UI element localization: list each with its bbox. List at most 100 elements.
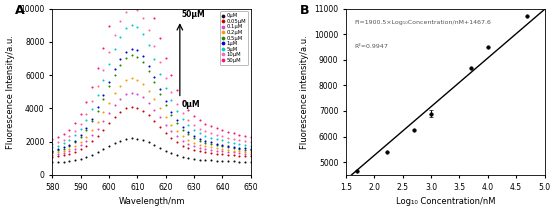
0.05μM — [111, 116, 118, 118]
0.2μM — [100, 111, 107, 114]
50μM — [54, 136, 61, 138]
1μM — [123, 50, 129, 53]
10μM — [196, 127, 203, 130]
0.2μM — [49, 152, 56, 155]
0.2μM — [89, 129, 95, 131]
0μM — [179, 156, 186, 158]
10μM — [162, 76, 169, 79]
0.2μM — [225, 149, 232, 151]
10μM — [219, 135, 225, 138]
0.1μM — [66, 150, 73, 152]
Legend: 0μM, 0.05μM, 0.1μM, 0.2μM, 0.5μM, 1μM, 5μM, 10μM, 50μM: 0μM, 0.05μM, 0.1μM, 0.2μM, 0.5μM, 1μM, 5… — [220, 11, 248, 65]
0.1μM — [208, 149, 214, 151]
10μM — [230, 138, 237, 140]
0.1μM — [145, 102, 152, 104]
0.05μM — [236, 154, 243, 157]
0.05μM — [174, 141, 180, 143]
0μM — [78, 157, 84, 160]
1μM — [83, 127, 90, 129]
Line: 5μM: 5μM — [51, 24, 252, 148]
0.5μM — [100, 98, 107, 100]
0.1μM — [83, 140, 90, 142]
50μM — [174, 88, 180, 91]
0μM — [225, 160, 232, 162]
1μM — [140, 55, 146, 57]
0.05μM — [78, 148, 84, 151]
50μM — [196, 119, 203, 122]
0.5μM — [168, 113, 175, 116]
0.05μM — [117, 111, 124, 113]
1μM — [145, 64, 152, 67]
1μM — [134, 49, 141, 52]
5μM — [236, 142, 243, 145]
0.1μM — [248, 153, 254, 155]
0.05μM — [202, 151, 208, 154]
0.2μM — [60, 150, 67, 152]
0.1μM — [72, 148, 78, 150]
0.5μM — [145, 70, 152, 73]
Text: B: B — [300, 4, 310, 17]
0.5μM — [151, 81, 158, 83]
Line: 0.2μM: 0.2μM — [51, 77, 252, 154]
0.2μM — [248, 151, 254, 154]
50μM — [225, 130, 232, 133]
5μM — [54, 144, 61, 147]
5μM — [60, 142, 67, 145]
10μM — [49, 143, 56, 145]
0.5μM — [123, 57, 129, 59]
0.2μM — [106, 101, 112, 104]
Text: R²=0.9947: R²=0.9947 — [354, 44, 388, 49]
0.5μM — [111, 73, 118, 76]
0.2μM — [174, 130, 180, 132]
1μM — [174, 119, 180, 122]
0.5μM — [196, 139, 203, 142]
0μM — [94, 151, 101, 153]
0.05μM — [128, 106, 135, 108]
10μM — [157, 61, 163, 63]
1μM — [72, 140, 78, 142]
0μM — [242, 160, 249, 163]
0.1μM — [225, 151, 232, 153]
0.1μM — [128, 91, 135, 94]
50μM — [208, 125, 214, 127]
5μM — [123, 27, 129, 30]
0.5μM — [117, 64, 124, 66]
0.05μM — [134, 106, 141, 109]
0.5μM — [54, 149, 61, 152]
0.2μM — [117, 84, 124, 87]
5μM — [196, 132, 203, 135]
5μM — [89, 108, 95, 110]
50μM — [83, 101, 90, 103]
0μM — [128, 137, 135, 140]
0.1μM — [179, 139, 186, 142]
10μM — [185, 119, 191, 121]
50μM — [248, 136, 254, 139]
5μM — [242, 143, 249, 146]
0.05μM — [49, 156, 56, 158]
0μM — [72, 159, 78, 161]
Line: 50μM: 50μM — [51, 0, 252, 140]
0.5μM — [213, 144, 220, 146]
50μM — [66, 128, 73, 131]
0.1μM — [140, 96, 146, 99]
1μM — [225, 145, 232, 147]
5μM — [134, 26, 141, 28]
50μM — [162, 57, 169, 59]
10μM — [78, 122, 84, 125]
10μM — [128, 7, 135, 9]
1μM — [66, 143, 73, 146]
0.5μM — [185, 133, 191, 136]
0.05μM — [54, 155, 61, 158]
1μM — [213, 143, 220, 145]
0.2μM — [83, 135, 90, 138]
0.2μM — [202, 145, 208, 148]
10μM — [225, 137, 232, 139]
0μM — [236, 160, 243, 163]
50μM — [49, 138, 56, 141]
0.1μM — [151, 109, 158, 111]
1μM — [100, 94, 107, 96]
0.5μM — [72, 141, 78, 144]
0.1μM — [219, 150, 225, 153]
1μM — [49, 149, 56, 152]
X-axis label: Wavelength/nm: Wavelength/nm — [118, 197, 185, 206]
